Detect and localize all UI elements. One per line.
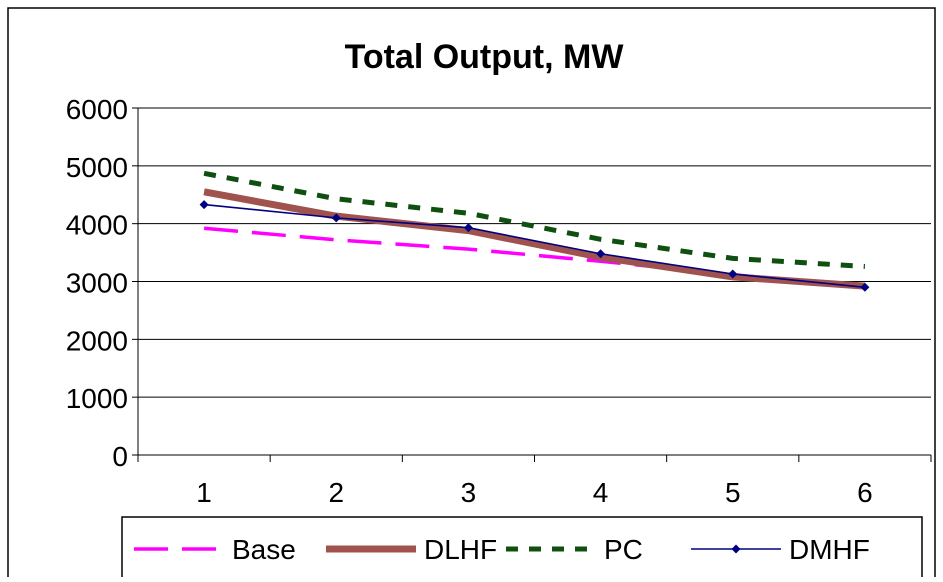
grid-lines bbox=[138, 107, 931, 398]
x-tick-label-1: 1 bbox=[196, 477, 212, 508]
series-point-dmhf-3 bbox=[463, 223, 473, 233]
legend-label-dmhf: DMHF bbox=[789, 534, 870, 565]
chart-border bbox=[7, 7, 936, 579]
series-line-dmhf bbox=[204, 203, 865, 289]
y-tick-label-6000: 6000 bbox=[66, 94, 128, 125]
chart-title: Total Output, MW bbox=[345, 38, 625, 76]
x-tick-label-5: 5 bbox=[725, 477, 741, 508]
y-tick-label-0: 0 bbox=[112, 441, 128, 472]
y-tick-label-5000: 5000 bbox=[66, 152, 128, 183]
legend-box bbox=[121, 516, 923, 582]
legend: Base DLHF PC DMHF bbox=[121, 516, 923, 582]
x-tick-label-4: 4 bbox=[593, 477, 609, 508]
series-point-dmhf-2 bbox=[331, 213, 341, 223]
y-tick-label-4000: 4000 bbox=[66, 210, 128, 241]
series-point-dmhf-6 bbox=[860, 282, 870, 292]
x-tick-label-6: 6 bbox=[857, 477, 873, 508]
series-lines bbox=[199, 170, 870, 292]
series-line-dlhf bbox=[203, 188, 866, 290]
legend-label-base: Base bbox=[232, 534, 296, 565]
y-tick-label-3000: 3000 bbox=[66, 268, 128, 299]
series-line-pc bbox=[203, 170, 866, 269]
x-tick-label-3: 3 bbox=[461, 477, 477, 508]
y-tick-label-1000: 1000 bbox=[66, 383, 128, 414]
y-tick-label-2000: 2000 bbox=[66, 325, 128, 356]
axes: 0 1000 2000 3000 4000 5000 6000 1 2 3 4 5 6 bbox=[66, 94, 932, 508]
x-tick-label-2: 2 bbox=[328, 477, 344, 508]
series-point-dmhf-4 bbox=[596, 249, 606, 259]
legend-label-dlhf: DLHF bbox=[424, 534, 497, 565]
series-point-dmhf-1 bbox=[199, 200, 209, 210]
series-point-dmhf-5 bbox=[728, 269, 738, 279]
legend-label-pc: PC bbox=[604, 534, 643, 565]
legend-marker-dmhf bbox=[731, 544, 741, 554]
